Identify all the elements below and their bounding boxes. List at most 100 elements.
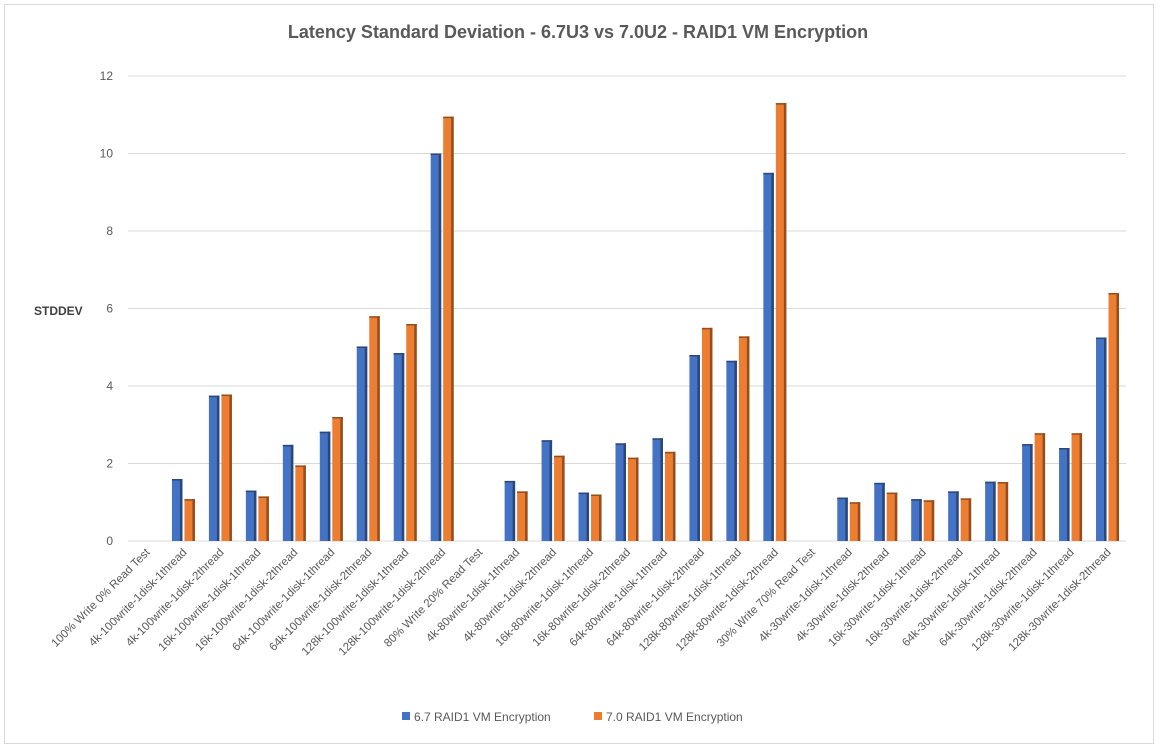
bar-face [1108,293,1120,541]
bar-side [845,497,848,541]
bar-v70 [517,491,528,541]
bar-top [184,499,195,501]
bar-v70 [960,498,972,541]
legend-swatch [402,712,410,720]
bar-side [1030,444,1033,541]
bar-side [623,443,626,541]
bar-side [771,172,774,541]
bar-top [517,491,528,493]
bar-face [701,327,713,541]
bar-top [652,438,663,440]
bar-face [1022,444,1033,541]
bar-face [911,499,922,541]
bar-face [245,490,257,541]
bar-side [919,499,922,541]
y-tick-label: 2 [106,457,113,471]
bar-side [1067,448,1070,541]
bar-side [1005,482,1009,541]
y-axis-label: STDDEV [34,304,83,318]
bar-face [689,355,700,541]
bar-side [549,440,553,541]
bar-side [931,500,935,541]
bar-top [615,443,626,445]
bar-v67 [615,443,626,541]
bar-v67 [504,480,516,541]
bar-face [517,491,528,541]
chart-title: Latency Standard Deviation - 6.7U3 vs 7.… [288,22,868,42]
bar-side [968,498,972,541]
bar-v67 [985,481,996,541]
bar-top [591,494,602,496]
bar-v70 [738,336,750,541]
bar-face [886,492,898,541]
bar-v67 [319,431,331,541]
bar-top [701,327,713,330]
bar-face [1034,433,1046,541]
chart-frame [4,4,1154,744]
bar-side [697,355,700,541]
bar-face [541,440,553,541]
bar-v67 [874,482,885,541]
bar-face [356,346,368,541]
bar-top [948,491,959,493]
bar-top [541,440,553,442]
bars [171,103,1120,541]
bar-side [783,103,787,541]
bar-top [430,153,442,155]
bar-face [985,481,996,541]
bar-face [874,482,885,541]
bar-face [652,438,663,541]
bar-side [303,465,306,541]
bar-top [554,455,565,458]
y-tick-label: 10 [100,147,114,161]
bar-side [377,316,380,541]
bar-face [282,444,294,541]
bar-side [709,327,713,541]
bar-v70 [332,417,343,541]
bar-face [578,492,590,541]
bar-top [1108,293,1120,295]
bar-v67 [911,499,922,541]
bar-face [738,336,750,541]
bar-v70 [997,482,1009,541]
bar-top [738,336,750,338]
bar-side [894,492,898,541]
bar-top [763,172,774,175]
bar-face [393,353,405,541]
legend-label: 7.0 RAID1 VM Encryption [606,710,743,724]
x-ticks: 100% Write 0% Read Test4k-100write-1disk… [49,546,1113,658]
bar-face [849,502,861,541]
bar-v70 [1034,433,1046,541]
gridlines [128,75,1126,542]
bar-v67 [948,491,959,541]
bar-v70 [591,494,602,541]
y-tick-label: 0 [106,534,113,548]
bar-v70 [628,457,639,541]
bar-face [775,103,787,541]
bar-v67 [393,353,405,541]
bar-v70 [295,465,306,541]
bar-top [923,500,935,502]
bar-v70 [886,492,898,541]
bar-side [746,336,750,541]
bar-top [406,324,417,326]
bar-face [997,482,1009,541]
bar-side [512,480,516,541]
bar-side [1042,433,1046,541]
bar-face [221,394,232,541]
bar-side [734,360,737,541]
bar-side [364,346,368,541]
y-tick-label: 12 [100,69,114,83]
bar-face [726,360,737,541]
bar-face [171,479,183,541]
bar-side [179,479,183,541]
bar-v67 [245,490,257,541]
bar-face [504,480,516,541]
y-tick-label: 6 [106,302,113,316]
bar-side [414,324,417,541]
bar-top [1059,448,1070,450]
bar-side [438,153,442,541]
bar-face [430,153,442,541]
bar-top [874,482,885,485]
bar-v70 [923,500,935,541]
